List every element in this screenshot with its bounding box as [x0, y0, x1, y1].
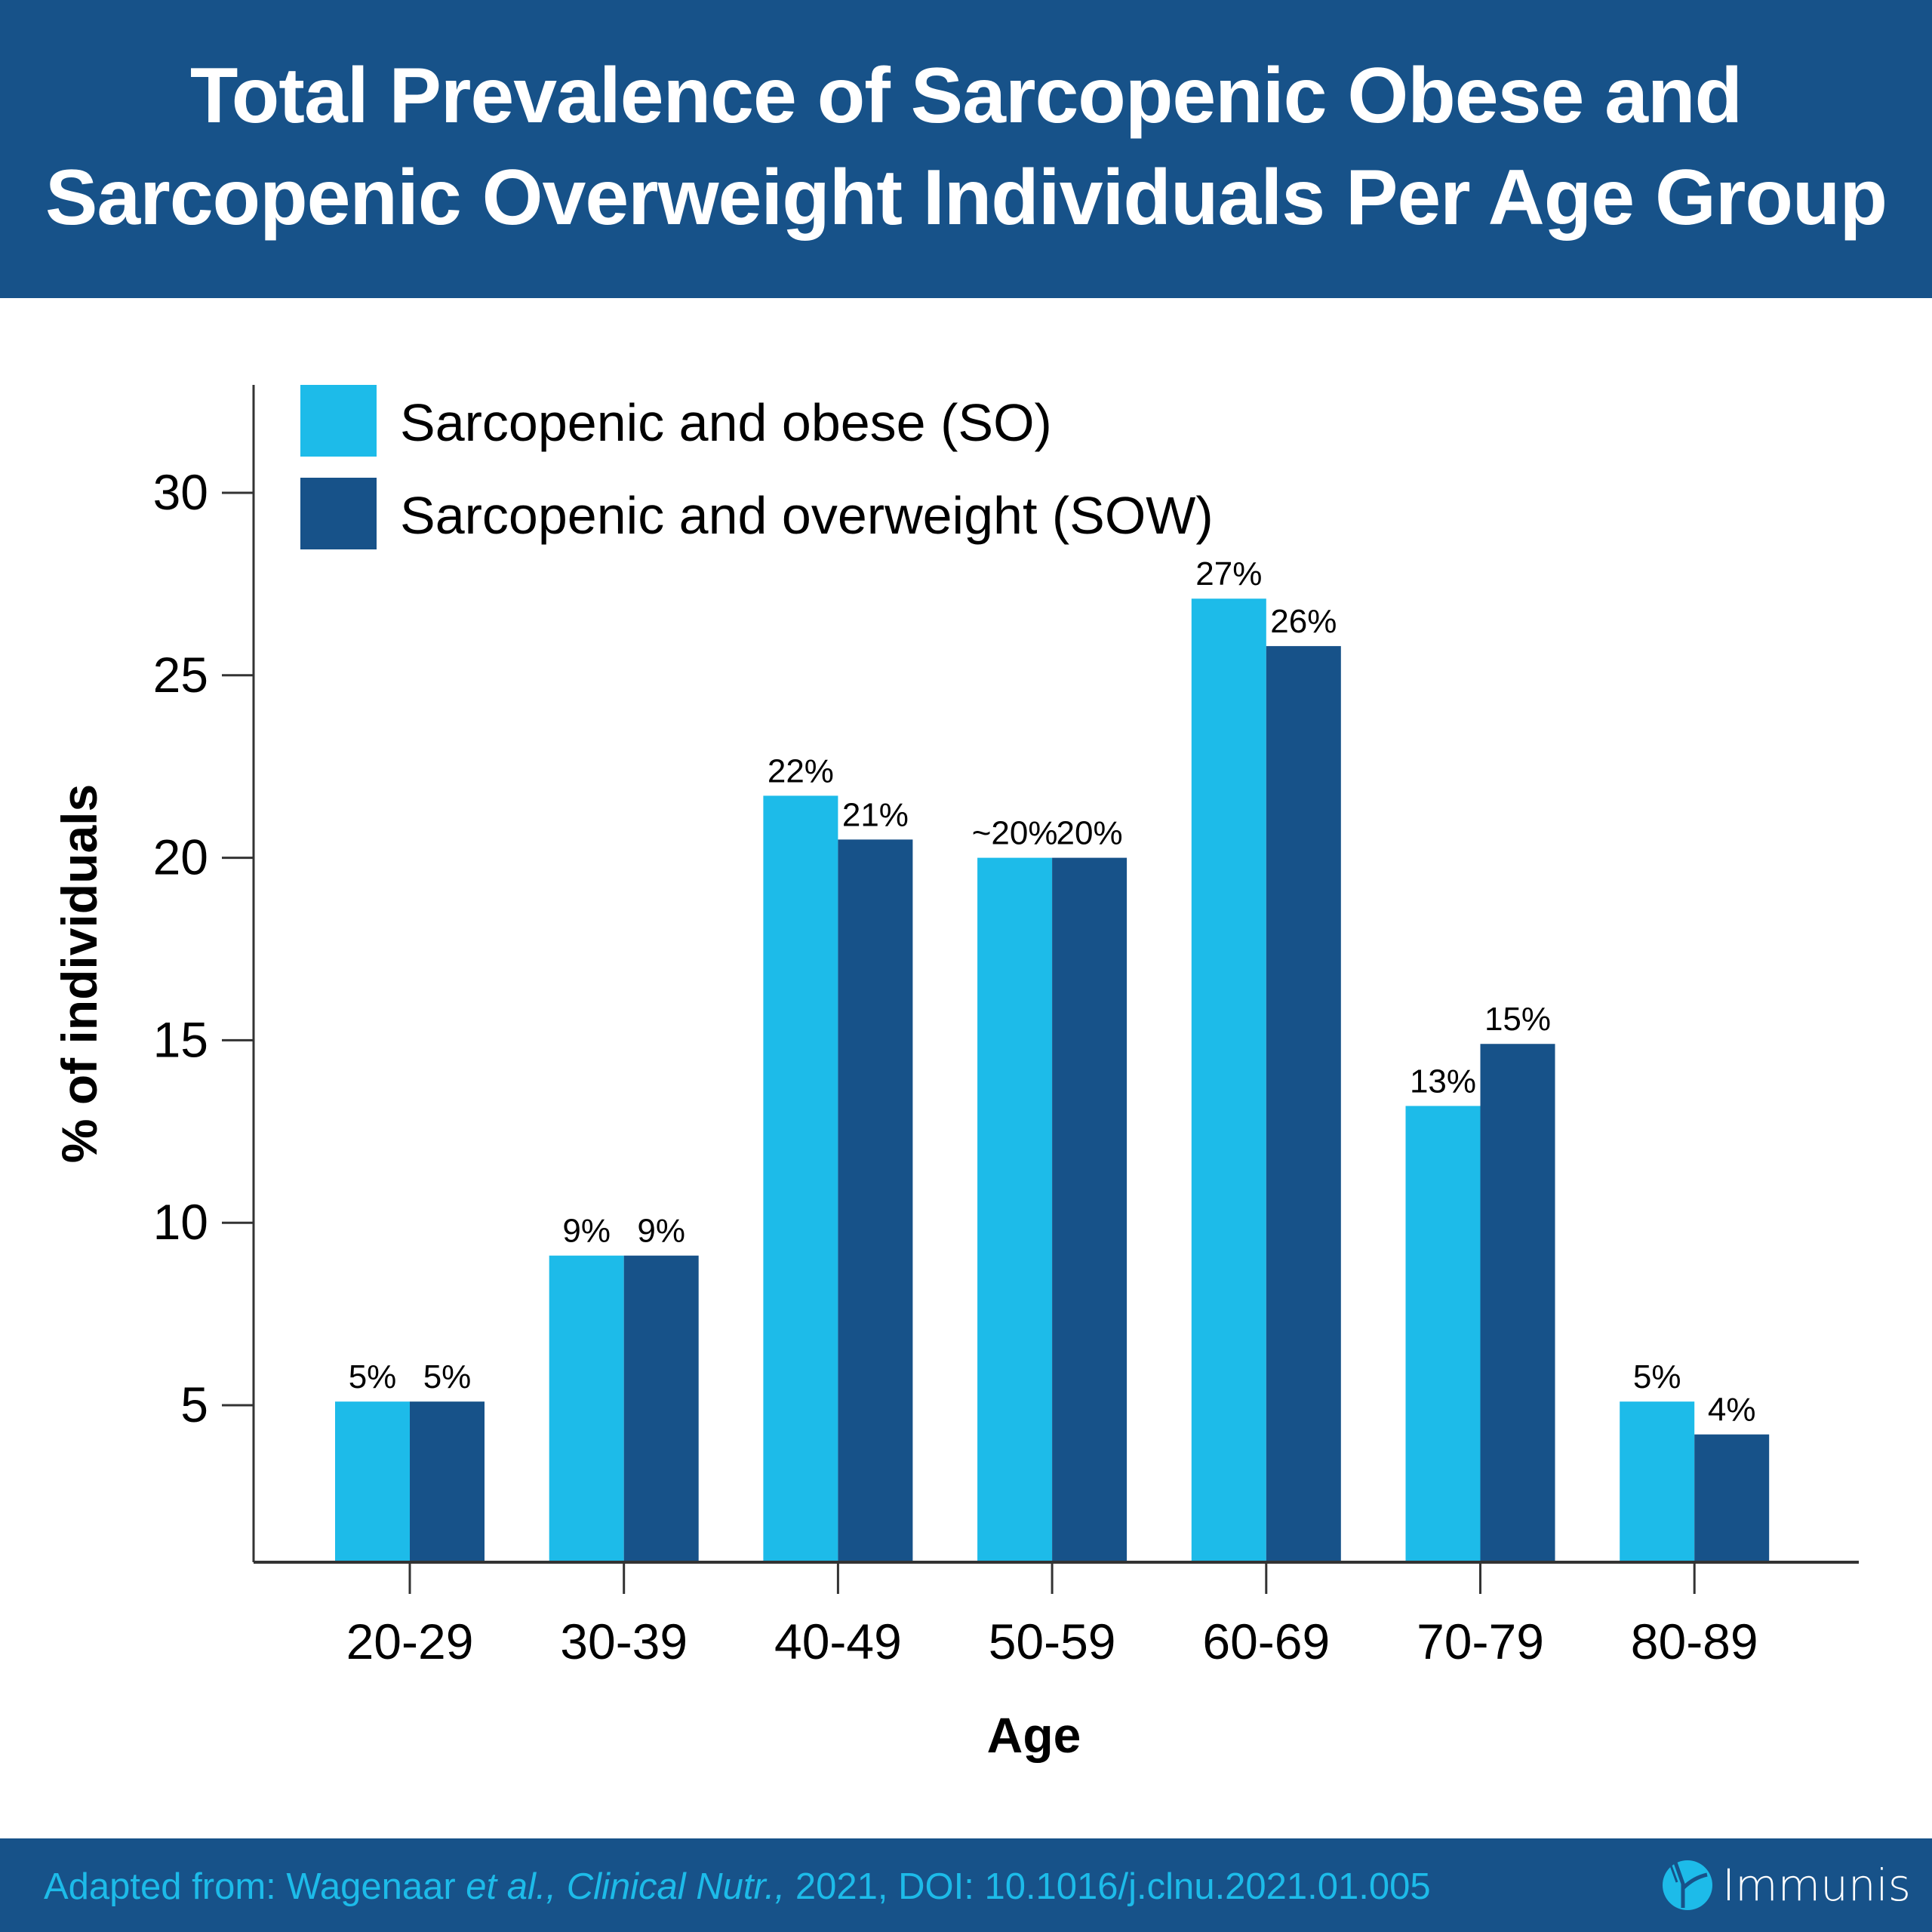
x-tick-label-30-39: 30-39 [560, 1614, 688, 1669]
y-tick-label-5: 5 [180, 1377, 208, 1432]
y-tick-label-20: 20 [153, 829, 208, 885]
y-tick-label-10: 10 [153, 1194, 208, 1250]
x-tick-label-50-59: 50-59 [989, 1614, 1116, 1669]
data-label-sow-40-49: 21% [842, 796, 909, 833]
x-tick-label-40-49: 40-49 [774, 1614, 902, 1669]
citation-prefix: Adapted from: Wagenaar [44, 1866, 466, 1907]
data-label-sow-70-79: 15% [1484, 1001, 1551, 1038]
data-label-sow-30-39: 9% [637, 1213, 685, 1250]
data-label-sow-50-59: 20% [1057, 815, 1123, 852]
y-tick-label-25: 25 [153, 647, 208, 703]
brand-name: Immunis [1722, 1860, 1911, 1911]
data-label-so-40-49: 22% [768, 752, 834, 789]
x-tick-label-20-29: 20-29 [346, 1614, 474, 1669]
bar-so-80-89 [1620, 1401, 1695, 1562]
x-axis-title: Age [987, 1707, 1081, 1763]
bar-sow-60-69 [1266, 646, 1341, 1562]
data-label-so-20-29: 5% [349, 1358, 397, 1395]
chart-title-line-1: Total Prevalence of Sarcopenic Obese and [189, 52, 1743, 140]
bar-sow-30-39 [623, 1255, 699, 1562]
x-axis: 20-29 30-39 40-49 50-59 60-69 70-79 80-89 [254, 1561, 1859, 1669]
legend-label-so: Sarcopenic and obese (SO) [400, 393, 1052, 452]
data-label-so-50-59: ~20% [972, 815, 1058, 852]
legend-swatch-so [300, 385, 377, 457]
bar-so-40-49 [763, 795, 838, 1562]
data-label-sow-60-69: 26% [1270, 603, 1337, 640]
x-tick-label-60-69: 60-69 [1202, 1614, 1330, 1669]
bar-sow-50-59 [1052, 857, 1128, 1562]
footer-bar: Adapted from: Wagenaar et al., Clinical … [0, 1838, 1932, 1932]
citation: Adapted from: Wagenaar et al., Clinical … [44, 1866, 1431, 1908]
antibody-logo-icon [1663, 1860, 1712, 1910]
data-label-so-70-79: 13% [1410, 1063, 1476, 1100]
bar-sow-80-89 [1694, 1434, 1770, 1562]
bar-so-70-79 [1405, 1106, 1481, 1562]
data-label-so-30-39: 9% [562, 1213, 611, 1250]
bar-labels-group: 5% 5% 9% 9% 22%21% ~20%20% 27%26% 13%15% 5% 4% [349, 555, 1756, 1428]
chart-title-line-2: Sarcopenic Overweight Individuals Per Ag… [45, 154, 1887, 242]
data-label-so-60-69: 27% [1195, 555, 1262, 592]
bar-so-50-59 [977, 857, 1053, 1562]
bar-sow-20-29 [410, 1401, 485, 1562]
data-label-sow-80-89: 4% [1708, 1392, 1756, 1429]
bar-so-20-29 [335, 1401, 410, 1562]
bar-sow-70-79 [1480, 1044, 1555, 1562]
brand-logo: Immunis [1660, 1854, 1911, 1917]
data-label-so-80-89: 5% [1633, 1358, 1681, 1395]
legend: Sarcopenic and obese (SO) Sarcopenic and … [300, 385, 1214, 549]
data-label-sow-20-29: 5% [423, 1358, 472, 1395]
y-tick-label-15: 15 [153, 1011, 208, 1067]
bars-group [335, 598, 1770, 1562]
y-axis: 5 10 15 20 25 30 [153, 385, 255, 1562]
bar-so-60-69 [1191, 598, 1266, 1562]
title-banner: Total Prevalence of Sarcopenic Obese and… [0, 0, 1932, 298]
legend-swatch-sow [300, 478, 377, 549]
x-tick-label-70-79: 70-79 [1417, 1614, 1544, 1669]
bar-so-30-39 [549, 1255, 624, 1562]
legend-label-sow: Sarcopenic and overweight (SOW) [400, 486, 1214, 545]
x-tick-label-80-89: 80-89 [1631, 1614, 1758, 1669]
citation-suffix: 2021, DOI: 10.1016/j.clnu.2021.01.005 [785, 1866, 1431, 1907]
citation-journal: et al., Clinical Nutr., [466, 1866, 786, 1907]
bar-chart: 5% 5% 9% 9% 22%21% ~20%20% 27%26% 13%15% 5% 4% 5 1… [51, 385, 1859, 1763]
y-tick-label-30: 30 [153, 464, 208, 520]
y-axis-title: % of individuals [51, 784, 107, 1163]
bar-sow-40-49 [838, 839, 913, 1562]
